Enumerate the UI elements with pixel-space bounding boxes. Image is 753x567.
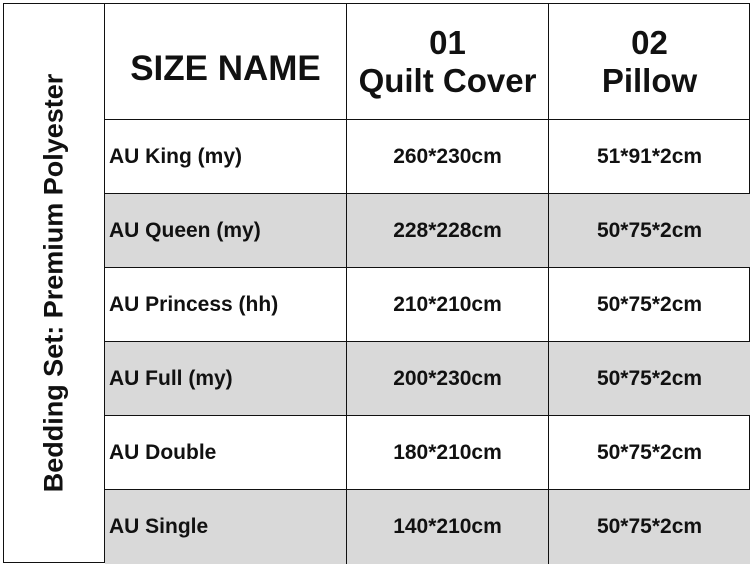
pillow-cell: 50*75*2cm [549,416,750,490]
quilt-cover-cell: 140*210cm [347,490,549,564]
header-quilt-cover: 01 Quilt Cover [347,4,549,120]
pillow-cell: 50*75*2cm [549,194,750,268]
quilt-cover-cell: 210*210cm [347,268,549,342]
size-cell: AU Princess (hh) [105,268,347,342]
size-cell: AU Queen (my) [105,194,347,268]
header-pillow-name: Pillow [601,61,698,99]
size-table: Bedding Set: Premium Polyester SIZE NAME… [3,3,750,564]
size-cell: AU Full (my) [105,342,347,416]
pillow-cell: 50*75*2cm [549,490,750,564]
quilt-cover-cell: 260*230cm [347,120,549,194]
quilt-cover-cell: 228*228cm [347,194,549,268]
pillow-cell: 50*75*2cm [549,268,750,342]
header-quilt-num: 01 [429,23,466,61]
quilt-cover-cell: 180*210cm [347,416,549,490]
pillow-cell: 50*75*2cm [549,342,750,416]
size-cell: AU King (my) [105,120,347,194]
side-label-cell: Bedding Set: Premium Polyester [4,4,105,562]
side-label: Bedding Set: Premium Polyester [38,73,69,493]
size-cell: AU Single [105,490,347,564]
pillow-cell: 51*91*2cm [549,120,750,194]
header-pillow-num: 02 [631,23,668,61]
header-quilt-name: Quilt Cover [358,61,537,99]
size-cell: AU Double [105,416,347,490]
quilt-cover-cell: 200*230cm [347,342,549,416]
header-size-name: SIZE NAME [105,4,347,120]
header-pillow: 02 Pillow [549,4,750,120]
